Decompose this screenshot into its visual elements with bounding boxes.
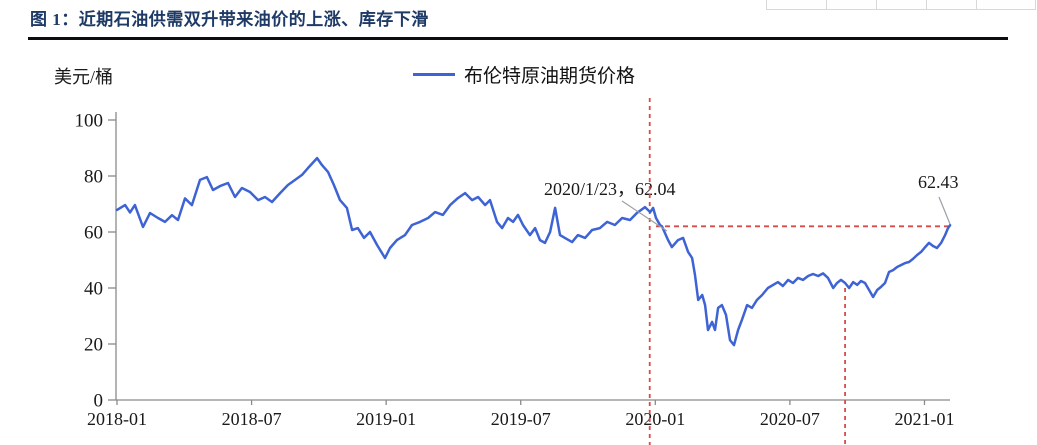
y-tick-label: 60 — [84, 223, 103, 244]
table-cell — [976, 0, 1036, 10]
legend-line-swatch — [413, 73, 455, 76]
y-tick-label: 0 — [94, 391, 104, 412]
y-tick-label: 40 — [84, 279, 103, 300]
x-tick-label: 2021-01 — [894, 409, 954, 429]
x-tick-label: 2018-07 — [222, 409, 282, 429]
x-tick-label: 2020-01 — [625, 409, 685, 429]
annotation-leader-line — [938, 196, 951, 225]
table-cell — [766, 0, 826, 10]
x-tick-label: 2018-01 — [87, 409, 147, 429]
y-axis-unit-label: 美元/桶 — [54, 67, 114, 87]
truncated-table-grid — [766, 0, 1036, 10]
title-underline — [28, 37, 1008, 40]
y-tick-label: 100 — [75, 111, 104, 132]
x-tick-label: 2019-01 — [356, 409, 416, 429]
y-tick-label: 80 — [84, 167, 103, 188]
table-cell — [876, 0, 926, 10]
legend-label: 布伦特原油期货价格 — [464, 66, 636, 87]
table-cell — [926, 0, 976, 10]
y-tick-label: 20 — [84, 335, 103, 356]
brent-price-line — [115, 156, 952, 347]
peak-annotation: 2020/1/23，62.04 — [544, 179, 676, 199]
x-tick-label: 2020-07 — [760, 409, 820, 429]
figure-title: 图 1：近期石油供需双升带来油价的上涨、库存下滑 — [30, 10, 429, 29]
x-tick-label: 2019-07 — [491, 409, 551, 429]
table-cell — [826, 0, 876, 10]
end-annotation: 62.43 — [918, 172, 959, 192]
chart-legend: 布伦特原油期货价格 — [413, 61, 635, 88]
annotation-leader-line — [621, 200, 668, 232]
